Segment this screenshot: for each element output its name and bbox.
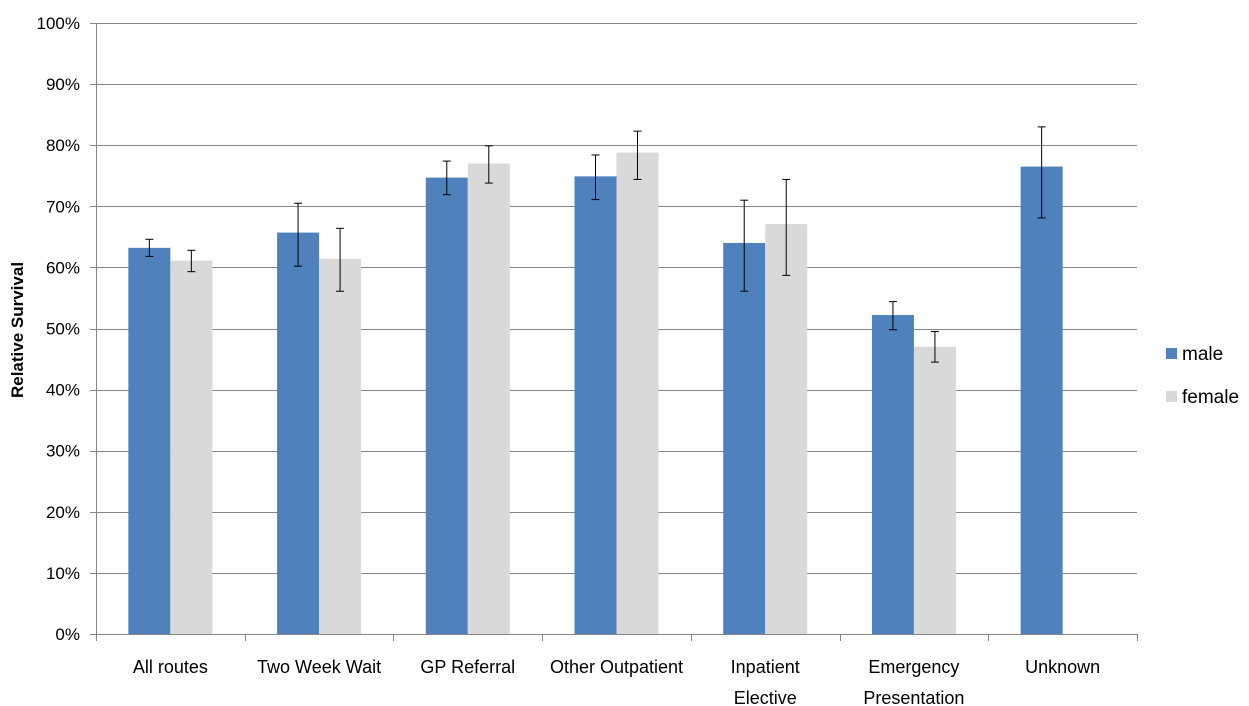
legend-swatch-female — [1166, 391, 1177, 402]
legend-label-female: female — [1182, 387, 1239, 408]
x-category-label: GP Referral — [420, 657, 515, 677]
x-category-label: Other Outpatient — [550, 657, 683, 677]
y-tick-label: 70% — [46, 197, 80, 216]
y-tick-label: 40% — [46, 381, 80, 400]
y-axis-ticks: 0% 10% 20% 30% 40% 50% 60% 70% 80% 90% 100% — [37, 14, 96, 644]
x-category-label: Two Week Wait — [257, 657, 381, 677]
x-category-label: Emergency Presentation — [863, 657, 964, 706]
bar-female — [170, 260, 213, 634]
y-axis-title: Relative Survival — [8, 262, 27, 398]
legend-swatch-male — [1166, 348, 1177, 359]
bar-male — [1020, 166, 1063, 634]
y-tick-label: 20% — [46, 503, 80, 522]
y-tick-label: 90% — [46, 75, 80, 94]
y-tick-label: 100% — [37, 14, 80, 33]
axes — [96, 23, 1138, 641]
y-tick-label: 60% — [46, 258, 80, 277]
legend-label-male: male — [1182, 344, 1223, 365]
legend: male female — [1166, 344, 1239, 408]
bar-male — [128, 247, 171, 634]
bar-female — [319, 258, 362, 634]
y-tick-label: 50% — [46, 320, 80, 339]
bar-female — [913, 346, 956, 634]
bars — [128, 152, 1063, 635]
bar-female — [467, 163, 510, 634]
y-tick-label: 80% — [46, 136, 80, 155]
y-tick-label: 30% — [46, 442, 80, 461]
x-category-label: Unknown — [1025, 657, 1100, 677]
bar-male — [425, 177, 468, 634]
x-axis-labels: All routes Two Week Wait GP Referral Other … — [133, 657, 1100, 706]
bar-female — [765, 224, 808, 635]
bar-male — [871, 315, 914, 634]
bar-male — [723, 242, 766, 634]
error-bars — [145, 126, 1046, 363]
y-tick-label: 10% — [46, 564, 80, 583]
y-tick-label: 0% — [55, 625, 80, 644]
bar-male — [277, 232, 320, 634]
x-category-label: Inpatient Elective — [731, 657, 800, 706]
bar-male — [574, 176, 617, 634]
bar-female — [616, 152, 659, 635]
x-category-label: All routes — [133, 657, 208, 677]
